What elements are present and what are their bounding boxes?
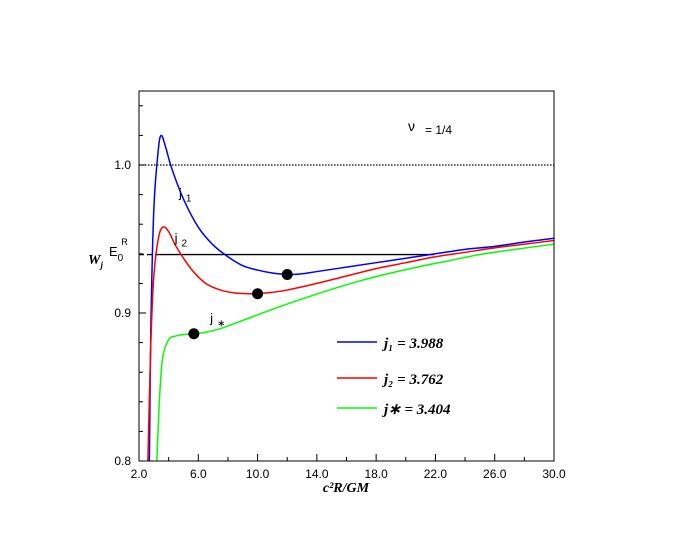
curves bbox=[147, 134, 554, 461]
x-tick-label: 6.0 bbox=[190, 467, 207, 481]
x-axis-label: c²R/GM bbox=[323, 481, 370, 496]
x-tick-label: 30.0 bbox=[542, 467, 566, 481]
series-line-2 bbox=[147, 226, 554, 461]
x-tick-label: 10.0 bbox=[246, 467, 270, 481]
curve-label-3: j ∗ bbox=[209, 311, 225, 330]
legend-entry-1: j₁ = 3.988 bbox=[382, 336, 444, 352]
y-tick-label: 0.9 bbox=[114, 306, 131, 320]
y-axis-label: Wj bbox=[88, 253, 103, 270]
nu-annotation: ν = 1/4 bbox=[408, 118, 452, 137]
legend: j₁ = 3.988 j₂ = 3.762 j∗ = 3.404 bbox=[337, 336, 451, 418]
x-tick-label: 22.0 bbox=[424, 467, 448, 481]
x-tick-label: 18.0 bbox=[364, 467, 388, 481]
nu-symbol: ν bbox=[408, 118, 415, 134]
reference-lines bbox=[139, 164, 554, 256]
e0r-label: E0R bbox=[109, 237, 128, 264]
x-tick-label: 26.0 bbox=[483, 467, 507, 481]
axis-ticks: 2.0 6.0 10.0 14.0 18.0 22.0 26.0 30.0 0.8 0.9 1.0 bbox=[114, 105, 566, 481]
legend-entry-2: j₂ = 3.762 bbox=[382, 372, 444, 388]
series-line-1 bbox=[148, 134, 554, 461]
minimum-marker-2 bbox=[252, 288, 264, 300]
markers bbox=[188, 269, 293, 340]
legend-entry-3: j∗ = 3.404 bbox=[382, 402, 451, 418]
minimum-marker-3 bbox=[188, 328, 200, 340]
series-line-3 bbox=[156, 243, 554, 461]
minimum-marker-1 bbox=[281, 269, 293, 281]
x-tick-label: 2.0 bbox=[131, 467, 148, 481]
nu-value: = 1/4 bbox=[425, 123, 452, 137]
x-tick-label: 14.0 bbox=[305, 467, 329, 481]
curve-labels: j 1 j 2 j ∗ bbox=[174, 186, 226, 330]
y-tick-label: 0.8 bbox=[114, 454, 131, 468]
y-tick-label: 1.0 bbox=[114, 158, 131, 172]
